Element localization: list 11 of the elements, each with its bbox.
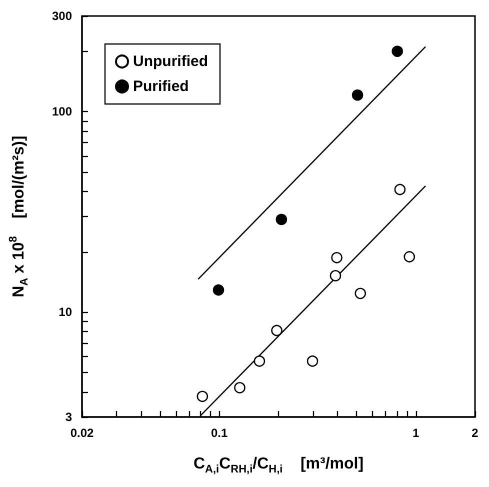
y-tick-label: 3 (65, 410, 72, 424)
x-tick-label: 1 (412, 426, 420, 440)
x-tick-label: 2 (472, 426, 479, 440)
text: NA x 108 [mol/(m²s)] (8, 136, 30, 298)
legend-label: Purified (133, 78, 189, 95)
legend-label: Unpurified (133, 53, 208, 70)
y-tick-label: 10 (58, 305, 72, 320)
x-tick-label: 0.1 (211, 426, 228, 440)
y-tick-label: 300 (52, 9, 72, 23)
y-tick-label: 100 (52, 104, 72, 119)
x-tick-label: 0.02 (70, 426, 94, 440)
